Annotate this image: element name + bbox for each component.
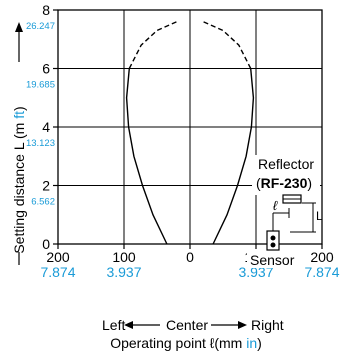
x-axis-label: Operating point ℓ(mm in) bbox=[110, 335, 262, 351]
x-axis-label-unit: in bbox=[246, 335, 257, 351]
x-tick-label-in-1: 3.937 bbox=[106, 264, 141, 280]
grid-lines bbox=[58, 10, 322, 244]
plot-frame bbox=[53, 9, 323, 249]
x-tick-label-1: 100 bbox=[112, 249, 136, 265]
reflector-model-name: RF-230 bbox=[261, 175, 308, 191]
sensor-label: Sensor bbox=[250, 252, 295, 268]
curves bbox=[125, 21, 255, 245]
x-tick-label-in-0: 7.874 bbox=[40, 264, 75, 280]
sensor-text-backdrop bbox=[247, 252, 297, 268]
y-tick-label-4: 8 bbox=[42, 2, 50, 18]
y-axis-label-suffix: ) bbox=[11, 106, 27, 111]
right-arrow-head bbox=[238, 321, 247, 329]
y-tick-label-1: 2 bbox=[42, 178, 50, 194]
x-tick-label-0: 200 bbox=[46, 249, 70, 265]
curve-solid-0 bbox=[125, 68, 168, 245]
curve-dashed-1 bbox=[202, 21, 252, 69]
y-tick-label-ft-1: 6.562 bbox=[31, 197, 55, 208]
inset-diagram: Reflector (RF-230) ℓ L Sensor bbox=[247, 155, 323, 268]
y-tick-label-2: 4 bbox=[42, 119, 50, 135]
x-axis-label-prefix: Operating point ℓ(mm bbox=[110, 335, 246, 351]
x-tick-label-2: 0 bbox=[186, 249, 194, 265]
y-tick-label-3: 6 bbox=[42, 61, 50, 77]
x-tick-label-in-4: 7.874 bbox=[304, 264, 339, 280]
y-axis-arrow-head bbox=[15, 22, 23, 32]
y-tick-label-ft-4: 26.247 bbox=[26, 21, 55, 32]
reflector-model: (RF-230) bbox=[256, 175, 312, 191]
curve-solid-1 bbox=[212, 68, 255, 245]
x-direction-right: Right bbox=[251, 317, 284, 333]
x-direction-center: Center bbox=[166, 317, 208, 333]
curve-dashed-0 bbox=[128, 21, 178, 69]
x-tick-label-4: 200 bbox=[310, 249, 334, 265]
left-arrow-head bbox=[124, 321, 133, 329]
y-axis-label: Setting distance L (m ft) bbox=[11, 106, 27, 253]
l-symbol: ℓ bbox=[273, 198, 278, 213]
L-symbol: L bbox=[316, 209, 323, 223]
y-axis-label-prefix: Setting distance L (m bbox=[11, 119, 27, 254]
y-tick-label-0: 0 bbox=[42, 236, 50, 252]
y-tick-label-ft-2: 13.123 bbox=[26, 138, 55, 149]
sensor-lens-bottom bbox=[270, 242, 276, 248]
reflector-label: Reflector bbox=[258, 156, 314, 172]
sensor-lens-top bbox=[270, 235, 276, 241]
y-axis-label-unit: ft bbox=[11, 111, 27, 119]
y-tick-label-ft-3: 19.685 bbox=[26, 80, 55, 91]
inset-text-backdrop bbox=[252, 155, 320, 195]
tick-labels: 026.562413.123619.685826.2472007.8741003… bbox=[26, 2, 340, 280]
x-direction-left: Left bbox=[102, 317, 125, 333]
x-axis-label-suffix: ) bbox=[257, 335, 262, 351]
